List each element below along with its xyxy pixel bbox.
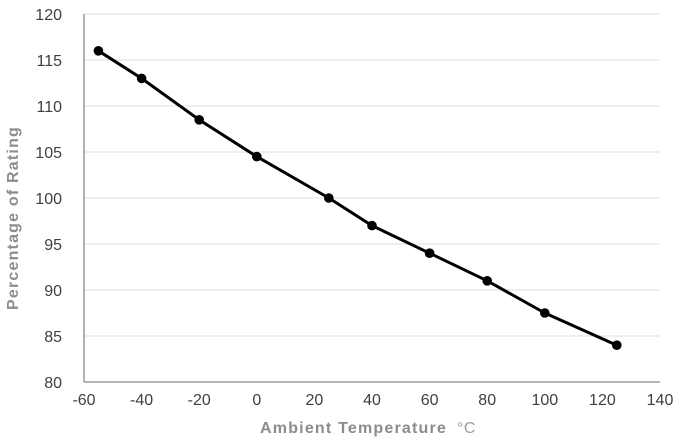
y-tick-label-115: 115 [36,53,62,70]
y-tick-label-120: 120 [35,7,62,24]
x-tick-label--20: -20 [188,392,211,409]
y-tick-label-110: 110 [36,99,62,116]
y-axis-title: Percentage of Rating [5,126,22,310]
data-point--40C-113 [136,73,147,84]
x-axis-unit-label: °C [457,420,476,437]
x-tick-label-40: 40 [363,392,381,409]
y-tick-label-85: 85 [44,329,62,346]
gridlines [84,13,660,337]
y-tick-label-80: 80 [44,375,62,392]
data-point--20C-108.5 [194,115,204,125]
data-point-40C-97 [367,220,377,231]
x-tick-label--60: -60 [72,392,95,409]
data-line [96,49,619,347]
data-point-100C-87.5 [540,308,550,318]
x-tick-label-60: 60 [421,392,439,409]
data-point-0C-104.5 [251,151,262,162]
y-axis-tick-labels: 80 85 90 95 100 105 110 115 120 [35,7,62,392]
x-tick-label-0: 0 [252,392,261,409]
data-point-125C-84 [612,340,622,351]
axes [83,14,660,383]
y-tick-label-90: 90 [44,283,62,300]
x-tick-label-120: 120 [589,392,616,409]
data-point-80C-91 [482,276,493,286]
x-tick-label--40: -40 [130,392,153,409]
data-point--55C-116 [93,46,104,56]
y-tick-label-100: 100 [35,191,62,208]
x-axis-title-text: Ambient Temperature [260,420,447,437]
x-tick-label-100: 100 [531,392,558,409]
data-markers [93,46,622,351]
x-tick-label-20: 20 [306,392,324,409]
x-axis-title: Ambient Temperature °C [260,420,476,437]
x-tick-label-140: 140 [647,392,674,409]
x-tick-label-80: 80 [478,392,496,409]
y-tick-label-95: 95 [44,237,62,254]
x-axis-tick-labels: -60 -40 -20 0 20 40 60 80 100 120 140 [72,392,673,409]
y-tick-label-105: 105 [35,145,62,162]
data-point-60C-94 [424,248,435,258]
data-point-25C-100 [324,193,334,203]
